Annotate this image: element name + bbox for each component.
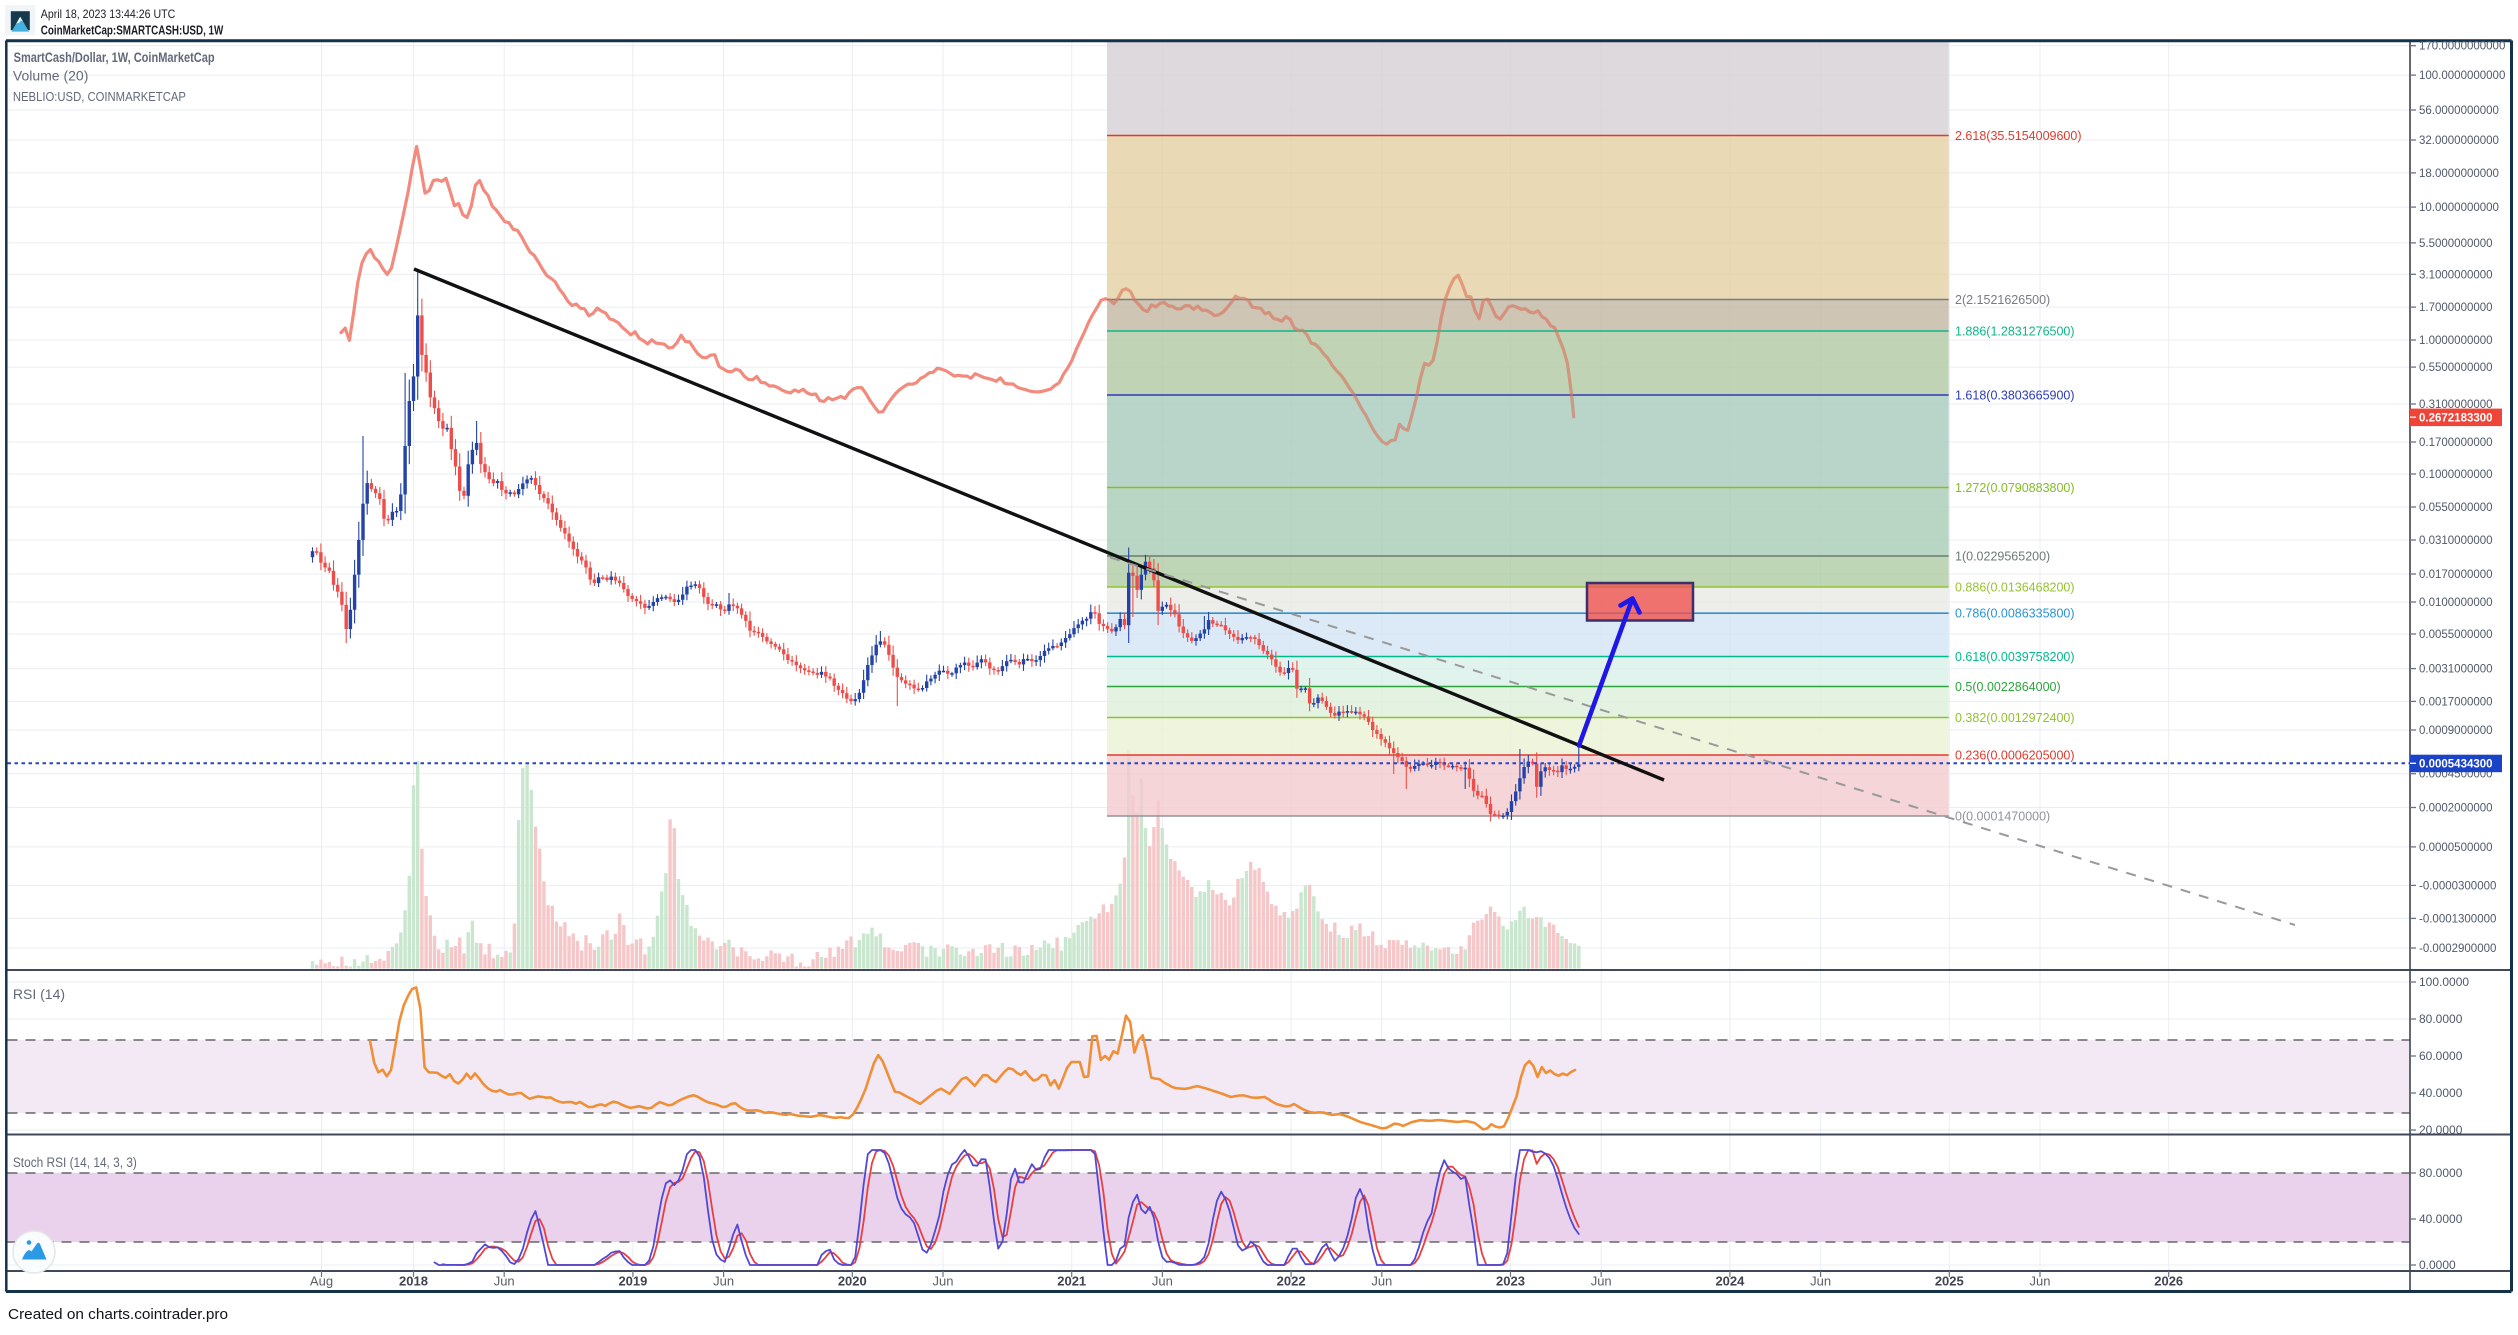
svg-text:0.0002000000: 0.0002000000 [2419, 803, 2493, 815]
svg-text:2(2.1521626500): 2(2.1521626500) [1955, 293, 2050, 307]
svg-text:April 18, 2023 13:44:26 UTC: April 18, 2023 13:44:26 UTC [41, 7, 176, 21]
svg-text:Jun: Jun [713, 1274, 734, 1289]
svg-text:0.0009000000: 0.0009000000 [2419, 725, 2493, 737]
svg-text:Jun: Jun [1371, 1274, 1392, 1289]
svg-text:-0.0002900000: -0.0002900000 [2419, 943, 2496, 955]
svg-text:3.1000000000: 3.1000000000 [2419, 269, 2493, 281]
svg-text:-0.0001300000: -0.0001300000 [2419, 913, 2496, 925]
svg-text:Jun: Jun [1591, 1274, 1612, 1289]
svg-text:0.0055000000: 0.0055000000 [2419, 629, 2493, 641]
svg-text:32.0000000000: 32.0000000000 [2419, 135, 2499, 147]
svg-text:SmartCash/Dollar, 1W, CoinMark: SmartCash/Dollar, 1W, CoinMarketCap [14, 49, 215, 65]
svg-text:1.618(0.3803665900): 1.618(0.3803665900) [1955, 388, 2075, 402]
svg-text:NEBLIO:USD, COINMARKETCAP: NEBLIO:USD, COINMARKETCAP [13, 89, 186, 104]
svg-text:18.0000000000: 18.0000000000 [2419, 168, 2499, 180]
svg-text:2025: 2025 [1935, 1274, 1964, 1289]
svg-text:0(0.0001470000): 0(0.0001470000) [1955, 809, 2050, 823]
svg-text:0.0005434300: 0.0005434300 [2419, 759, 2493, 771]
svg-text:2.618(35.5154009600): 2.618(35.5154009600) [1955, 129, 2082, 143]
svg-text:80.0000: 80.0000 [2419, 1166, 2463, 1180]
svg-text:2018: 2018 [399, 1274, 428, 1289]
svg-text:40.0000: 40.0000 [2419, 1086, 2463, 1100]
svg-text:20.0000: 20.0000 [2419, 1123, 2463, 1137]
svg-text:10.0000000000: 10.0000000000 [2419, 202, 2499, 214]
svg-text:0.1700000000: 0.1700000000 [2419, 437, 2493, 449]
svg-text:-0.0000300000: -0.0000300000 [2419, 880, 2496, 892]
svg-text:0.0017000000: 0.0017000000 [2419, 696, 2493, 708]
svg-text:0.0000: 0.0000 [2419, 1258, 2456, 1272]
svg-text:Jun: Jun [2030, 1274, 2051, 1289]
svg-text:1.7000000000: 1.7000000000 [2419, 302, 2493, 314]
svg-text:0.5(0.0022864000): 0.5(0.0022864000) [1955, 680, 2061, 694]
svg-text:Jun: Jun [933, 1274, 954, 1289]
svg-text:0.1000000000: 0.1000000000 [2419, 469, 2493, 481]
svg-text:RSI (14): RSI (14) [13, 986, 65, 1002]
svg-text:5.5000000000: 5.5000000000 [2419, 238, 2493, 250]
svg-text:56.0000000000: 56.0000000000 [2419, 105, 2499, 117]
svg-text:Jun: Jun [494, 1274, 515, 1289]
svg-text:0.2672183300: 0.2672183300 [2419, 413, 2493, 425]
svg-text:2019: 2019 [618, 1274, 647, 1289]
svg-text:0.5500000000: 0.5500000000 [2419, 362, 2493, 374]
svg-text:Jun: Jun [1152, 1274, 1173, 1289]
svg-text:0.0170000000: 0.0170000000 [2419, 569, 2493, 581]
svg-text:Aug: Aug [310, 1274, 333, 1289]
svg-text:Volume (20): Volume (20) [13, 68, 88, 84]
svg-text:0.886(0.0136468200): 0.886(0.0136468200) [1955, 580, 2075, 594]
svg-text:100.0000: 100.0000 [2419, 975, 2469, 989]
svg-text:Stoch RSI (14, 14, 3, 3): Stoch RSI (14, 14, 3, 3) [13, 1155, 137, 1170]
svg-text:100.0000000000: 100.0000000000 [2419, 70, 2505, 82]
svg-text:170.0000000000: 170.0000000000 [2419, 41, 2505, 53]
svg-text:Created on charts.cointrader.p: Created on charts.cointrader.pro [8, 1307, 228, 1323]
svg-text:60.0000: 60.0000 [2419, 1049, 2463, 1063]
svg-text:2022: 2022 [1277, 1274, 1306, 1289]
svg-text:0.3100000000: 0.3100000000 [2419, 399, 2493, 411]
svg-text:2021: 2021 [1057, 1274, 1086, 1289]
svg-text:1(0.0229565200): 1(0.0229565200) [1955, 549, 2050, 563]
svg-text:2024: 2024 [1715, 1274, 1745, 1289]
svg-text:80.0000: 80.0000 [2419, 1012, 2463, 1026]
svg-text:2020: 2020 [838, 1274, 867, 1289]
svg-text:0.786(0.0086335800): 0.786(0.0086335800) [1955, 607, 2075, 621]
svg-text:0.0000500000: 0.0000500000 [2419, 842, 2493, 854]
svg-text:1.886(1.2831276500): 1.886(1.2831276500) [1955, 324, 2075, 338]
svg-text:2023: 2023 [1496, 1274, 1525, 1289]
svg-text:0.382(0.0012972400): 0.382(0.0012972400) [1955, 711, 2075, 725]
svg-text:0.236(0.0006205000): 0.236(0.0006205000) [1955, 748, 2075, 762]
svg-text:40.0000: 40.0000 [2419, 1212, 2463, 1226]
svg-text:0.0310000000: 0.0310000000 [2419, 535, 2493, 547]
svg-text:0.618(0.0039758200): 0.618(0.0039758200) [1955, 650, 2075, 664]
svg-text:0.0100000000: 0.0100000000 [2419, 597, 2493, 609]
svg-text:1.272(0.0790883800): 1.272(0.0790883800) [1955, 481, 2075, 495]
svg-text:CoinMarketCap:SMARTCASH:USD, 1: CoinMarketCap:SMARTCASH:USD, 1W [41, 22, 224, 37]
svg-text:1.0000000000: 1.0000000000 [2419, 335, 2493, 347]
svg-text:Jun: Jun [1810, 1274, 1831, 1289]
svg-text:2026: 2026 [2154, 1274, 2183, 1289]
svg-text:0.0550000000: 0.0550000000 [2419, 502, 2493, 514]
svg-text:0.0031000000: 0.0031000000 [2419, 664, 2493, 676]
